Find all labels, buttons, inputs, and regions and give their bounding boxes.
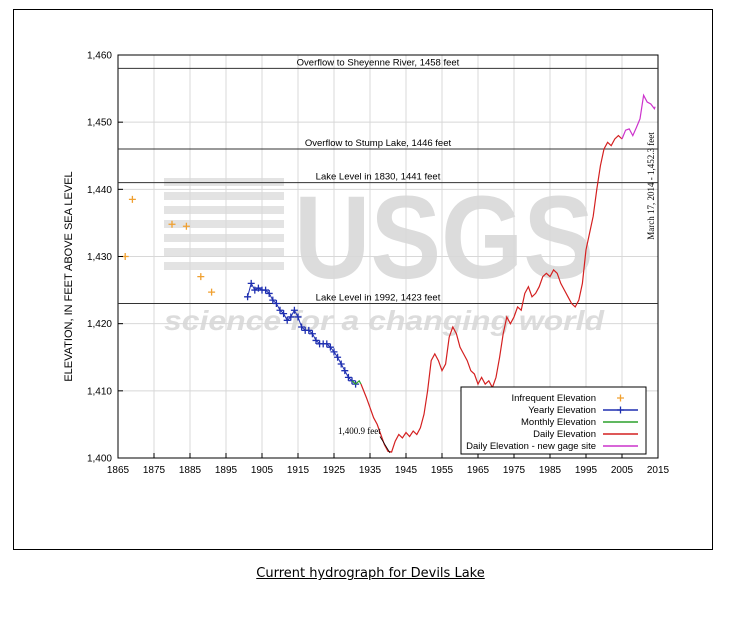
x-tick-label: 2005 — [611, 465, 634, 476]
y-tick-label: 1,430 — [87, 252, 112, 263]
y-tick-label: 1,460 — [87, 51, 112, 62]
data-point-marker — [330, 348, 338, 356]
x-tick-label: 1885 — [179, 465, 202, 476]
y-tick-label: 1,440 — [87, 185, 112, 196]
x-tick-label: 1955 — [431, 465, 454, 476]
data-point-marker — [337, 360, 345, 368]
y-axis-title: ELEVATION, IN FEET ABOVE SEA LEVEL — [63, 171, 75, 381]
legend-box — [460, 386, 647, 455]
data-point-marker — [298, 323, 306, 331]
reference-lines: Overflow to Sheyenne River, 1458 feet Ove… — [118, 57, 658, 305]
legend-label: Monthly Elevation — [521, 417, 596, 428]
x-tick-label: 1975 — [503, 465, 526, 476]
series-daily-elevation-new-gage-site — [621, 93, 656, 140]
data-point-marker — [262, 286, 270, 294]
data-point-marker — [341, 367, 349, 375]
reference-line-label: Lake Level in 1992, 1423 feet — [316, 293, 441, 304]
latest-elevation-annotation: March 17, 2014 - 1,452.3 feet — [646, 132, 656, 240]
data-point-marker — [251, 286, 259, 294]
watermark-wave-band — [164, 178, 284, 186]
data-point-marker — [334, 353, 342, 361]
y-tick-label: 1,410 — [87, 386, 112, 397]
x-tick-label: 1995 — [575, 465, 598, 476]
x-tick-label: 1895 — [215, 465, 238, 476]
data-point-marker — [305, 326, 313, 334]
legend-marker — [617, 394, 624, 402]
chart-annotations: 1,400.9 feet March 17, 2014 - 1,452.3 fee… — [338, 132, 656, 454]
data-point-marker — [348, 377, 356, 385]
data-point-marker — [197, 273, 205, 281]
legend-marker — [617, 406, 624, 414]
data-point-marker — [308, 330, 316, 338]
data-point-marker — [323, 340, 331, 348]
x-tick-label: 1925 — [323, 465, 346, 476]
data-point-marker — [283, 316, 291, 324]
data-point-marker — [294, 313, 302, 321]
x-tick-label: 1965 — [467, 465, 490, 476]
series-monthly-elevation — [351, 379, 362, 385]
reference-line-label: Overflow to Sheyenne River, 1458 feet — [297, 57, 460, 68]
watermark-logo-text: USGS — [294, 172, 594, 304]
data-point-marker — [276, 306, 284, 314]
legend-label: Yearly Elevation — [528, 405, 596, 416]
data-point-marker — [168, 220, 176, 228]
x-tick-label: 1945 — [395, 465, 418, 476]
data-point-marker — [265, 289, 273, 297]
watermark-wave-band — [164, 262, 284, 270]
data-point-marker — [208, 288, 216, 296]
y-tick-label: 1,420 — [87, 319, 112, 330]
watermark-wave-band — [164, 234, 284, 242]
data-point-marker — [290, 306, 298, 314]
y-tick-label: 1,450 — [87, 118, 112, 129]
data-point-marker — [244, 293, 252, 301]
watermark-wave-band — [164, 220, 284, 228]
reference-line-label: Overflow to Stump Lake, 1446 feet — [305, 138, 452, 149]
legend-label: Daily Elevation — [533, 429, 596, 440]
x-tick-label: 1875 — [143, 465, 166, 476]
figure-frame: USGS science for a changing world Overflo… — [13, 9, 713, 550]
watermark-tagline: science for a changing world — [164, 305, 605, 336]
data-point-marker — [287, 313, 295, 321]
x-tick-label: 1905 — [251, 465, 274, 476]
series-line — [621, 93, 656, 140]
data-point-marker — [326, 343, 334, 351]
data-point-marker — [254, 284, 262, 292]
annotation-leader-line — [379, 436, 391, 454]
data-point-marker — [269, 296, 277, 304]
data-point-marker — [182, 222, 190, 230]
data-point-marker — [344, 373, 352, 381]
series-line — [351, 379, 362, 385]
minimum-elevation-annotation: 1,400.9 feet — [338, 426, 381, 436]
data-point-marker — [312, 336, 320, 344]
reference-line-label: Lake Level in 1830, 1441 feet — [316, 172, 441, 183]
series-infrequent-elevation — [121, 195, 216, 296]
x-tick-label: 1935 — [359, 465, 382, 476]
data-point-marker — [280, 310, 288, 318]
x-tick-label: 1985 — [539, 465, 562, 476]
watermark-wave-band — [164, 192, 284, 200]
y-tick-label: 1,400 — [87, 454, 112, 465]
legend-label: Infrequent Elevation — [511, 393, 596, 404]
watermark-wave-band — [164, 206, 284, 214]
data-point-marker — [272, 300, 280, 308]
x-tick-label: 1865 — [107, 465, 130, 476]
figure-caption[interactable]: Current hydrograph for Devils Lake — [256, 566, 485, 581]
data-point-marker — [247, 279, 255, 287]
legend-label: Daily Elevation - new gage site — [466, 441, 596, 452]
data-point-marker — [128, 195, 136, 203]
watermark-wave-band — [164, 248, 284, 256]
x-tick-label: 1915 — [287, 465, 310, 476]
x-tick-label: 2015 — [647, 465, 670, 476]
